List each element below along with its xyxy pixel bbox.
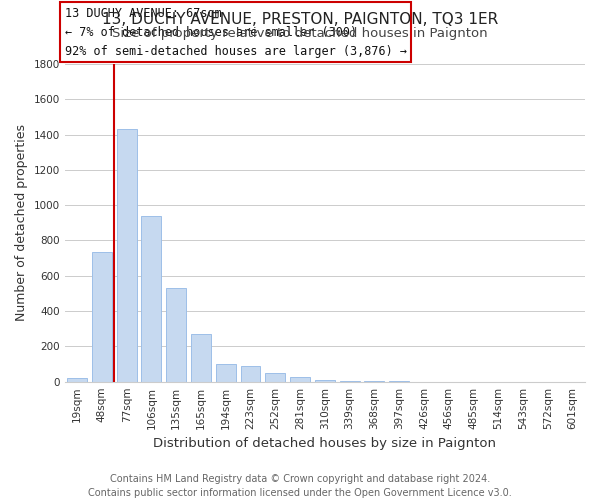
Bar bbox=[340, 381, 359, 382]
Text: Contains HM Land Registry data © Crown copyright and database right 2024.
Contai: Contains HM Land Registry data © Crown c… bbox=[88, 474, 512, 498]
Bar bbox=[216, 364, 236, 382]
Text: 13, DUCHY AVENUE, PRESTON, PAIGNTON, TQ3 1ER: 13, DUCHY AVENUE, PRESTON, PAIGNTON, TQ3… bbox=[102, 12, 498, 28]
Bar bbox=[191, 334, 211, 382]
Bar bbox=[92, 252, 112, 382]
Bar bbox=[142, 216, 161, 382]
Bar bbox=[241, 366, 260, 382]
Y-axis label: Number of detached properties: Number of detached properties bbox=[15, 124, 28, 322]
X-axis label: Distribution of detached houses by size in Paignton: Distribution of detached houses by size … bbox=[154, 437, 496, 450]
Bar bbox=[315, 380, 335, 382]
Bar bbox=[265, 373, 285, 382]
Bar bbox=[117, 130, 137, 382]
Bar bbox=[166, 288, 186, 382]
Bar bbox=[290, 378, 310, 382]
Bar bbox=[67, 378, 87, 382]
Text: Size of property relative to detached houses in Paignton: Size of property relative to detached ho… bbox=[112, 28, 488, 40]
Text: 13 DUCHY AVENUE: 67sqm
← 7% of detached houses are smaller (300)
92% of semi-det: 13 DUCHY AVENUE: 67sqm ← 7% of detached … bbox=[65, 6, 407, 58]
